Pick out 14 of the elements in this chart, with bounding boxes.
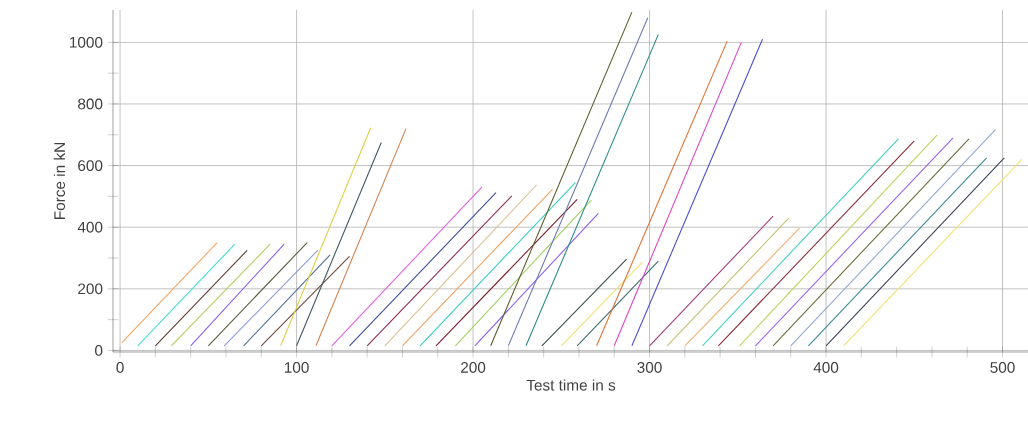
y-tick-label: 400 [77,221,103,233]
y-tick-label: 0 [95,345,103,356]
y-tick-label: 1000 [70,36,103,48]
x-tick-label: 400 [813,362,839,373]
x-tick-label: 300 [637,362,662,373]
x-tick-label: 100 [284,362,309,373]
x-axis-title: Test time in s [526,379,616,391]
x-tick-label: 0 [116,362,124,373]
y-axis-title: Force in kN [53,143,66,219]
y-tick-label: 800 [78,98,103,110]
x-tick-label: 500 [990,362,1015,373]
y-tick-label: 200 [78,283,103,295]
x-tick-label: 200 [461,362,486,373]
y-tick-label: 600 [78,160,103,172]
